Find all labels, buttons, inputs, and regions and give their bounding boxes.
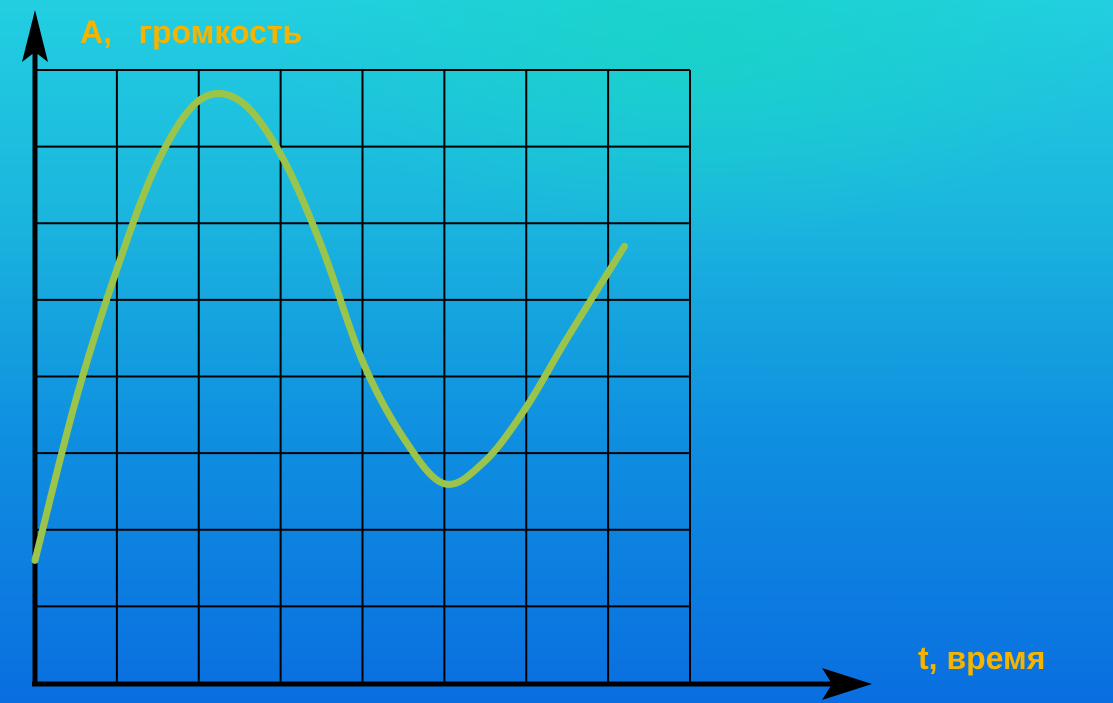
series — [31, 89, 628, 564]
x-axis-label: t, время — [918, 640, 1046, 676]
axes — [22, 10, 872, 700]
y-axis-label: A, громкость — [80, 14, 303, 50]
grid — [35, 69, 691, 683]
x-axis-arrow-icon — [822, 668, 872, 700]
y-axis-arrow-icon — [22, 10, 48, 62]
series-line — [31, 89, 628, 564]
